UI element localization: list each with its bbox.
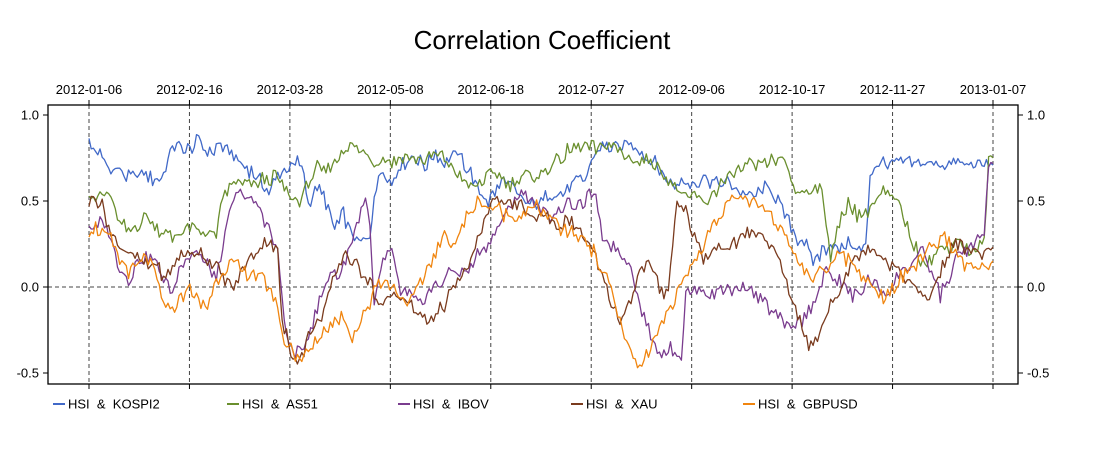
legend-label: HSI & GBPUSD: [758, 397, 858, 412]
legend-label: HSI & IBOV: [413, 397, 489, 412]
x-tick-label: 2012-09-06: [658, 82, 725, 97]
x-tick-label: 2013-01-07: [960, 82, 1027, 97]
x-tick-label: 2012-10-17: [759, 82, 826, 97]
series-line-4: [88, 195, 994, 365]
x-tick-label: 2012-02-16: [156, 82, 223, 97]
legend: HSI & KOSPI2 HSI & AS51 HSI & IBOV HSI & XA…: [53, 397, 858, 412]
x-tick-label: 2012-03-28: [257, 82, 324, 97]
y-tick-label-right: 1.0: [1027, 108, 1045, 123]
y-tick-label-left: 1.0: [21, 108, 39, 123]
y-tick-label-right: 0.0: [1027, 280, 1045, 295]
grid-lines: [48, 105, 1018, 384]
y-tick-label-left: 0.5: [21, 194, 39, 209]
series-line-5: [88, 194, 994, 369]
legend-label: HSI & KOSPI2: [68, 397, 160, 412]
chart-title: Correlation Coefficient: [414, 25, 672, 55]
axes: 2012-01-06 2012-02-16 2012-03-28 2012-05-08…: [17, 82, 1049, 389]
legend-label: HSI & AS51: [242, 397, 318, 412]
x-tick-label: 2012-05-08: [357, 82, 424, 97]
series-line-1: [88, 133, 994, 267]
y-tick-label-right: -0.5: [1027, 366, 1049, 381]
x-tick-label: 2012-07-27: [558, 82, 625, 97]
plot-frame: [47, 104, 1019, 385]
series-line-2: [88, 139, 994, 268]
x-tick-label: 2012-11-27: [860, 82, 926, 97]
x-tick-label: 2012-06-18: [458, 82, 525, 97]
series-layer: [88, 133, 994, 369]
y-tick-label-left: 0.0: [21, 280, 39, 295]
y-tick-label-left: -0.5: [17, 366, 39, 381]
y-tick-label-right: 0.5: [1027, 194, 1045, 209]
legend-label: HSI & XAU: [586, 397, 658, 412]
x-tick-label: 2012-01-06: [56, 82, 123, 97]
